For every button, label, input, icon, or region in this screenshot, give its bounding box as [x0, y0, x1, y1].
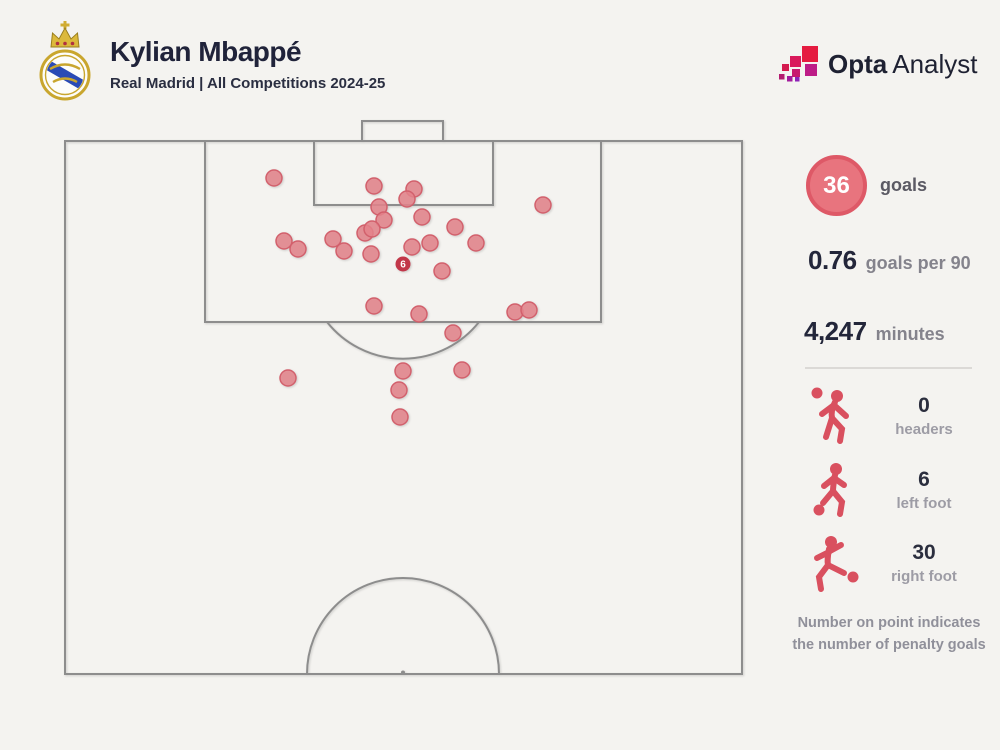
title-block: Kylian Mbappé Real Madrid | All Competit… — [110, 36, 385, 92]
goal-dot — [365, 297, 383, 315]
goal-dot — [453, 361, 471, 379]
page-subtitle: Real Madrid | All Competitions 2024-25 — [110, 75, 386, 92]
goal-dot — [362, 245, 380, 263]
brand-bold: Opta — [828, 48, 888, 79]
goal-dot — [413, 208, 431, 226]
goal-dot — [365, 177, 383, 195]
pitch-outline — [64, 140, 743, 675]
goal-frame — [361, 120, 444, 142]
goal-dot — [398, 190, 416, 208]
goal-dot — [275, 232, 293, 250]
penalty-area — [204, 140, 602, 323]
center-spot — [401, 670, 405, 675]
page-title: Kylian Mbappé — [110, 36, 302, 67]
penalty-goal-dot — [395, 256, 411, 272]
goal-dot — [534, 196, 552, 214]
goal-dot — [324, 230, 342, 248]
opta-wordmark: Opta Analyst — [828, 49, 978, 80]
goal-dot — [375, 211, 393, 229]
goal-dot — [403, 238, 421, 256]
opta-analyst-logo: Opta Analyst — [779, 46, 978, 82]
opta-logo-icon — [779, 46, 818, 82]
real-madrid-crest — [39, 21, 91, 101]
goal-dot — [265, 169, 283, 187]
goal-dot — [394, 362, 412, 380]
goal-dot — [335, 242, 353, 260]
goal-dot — [433, 262, 451, 280]
center-circle — [306, 577, 500, 675]
crest-badge — [39, 49, 91, 101]
goal-dot — [410, 305, 428, 323]
goal-dot — [444, 324, 462, 342]
goal-dot — [520, 301, 538, 319]
penalty-goal-count: 6 — [400, 260, 406, 271]
goal-dot — [363, 220, 381, 238]
goal-dot — [390, 381, 408, 399]
goal-dot — [467, 234, 485, 252]
goal-dot — [421, 234, 439, 252]
brand-light: Analyst — [892, 48, 978, 79]
crest-crown — [50, 21, 80, 48]
goal-dot — [279, 369, 297, 387]
penalty-arc — [326, 321, 480, 360]
goal-dot — [391, 408, 409, 426]
goal-dots: 6 — [265, 169, 552, 426]
goal-dot — [446, 218, 464, 236]
goal-dot — [289, 240, 307, 258]
